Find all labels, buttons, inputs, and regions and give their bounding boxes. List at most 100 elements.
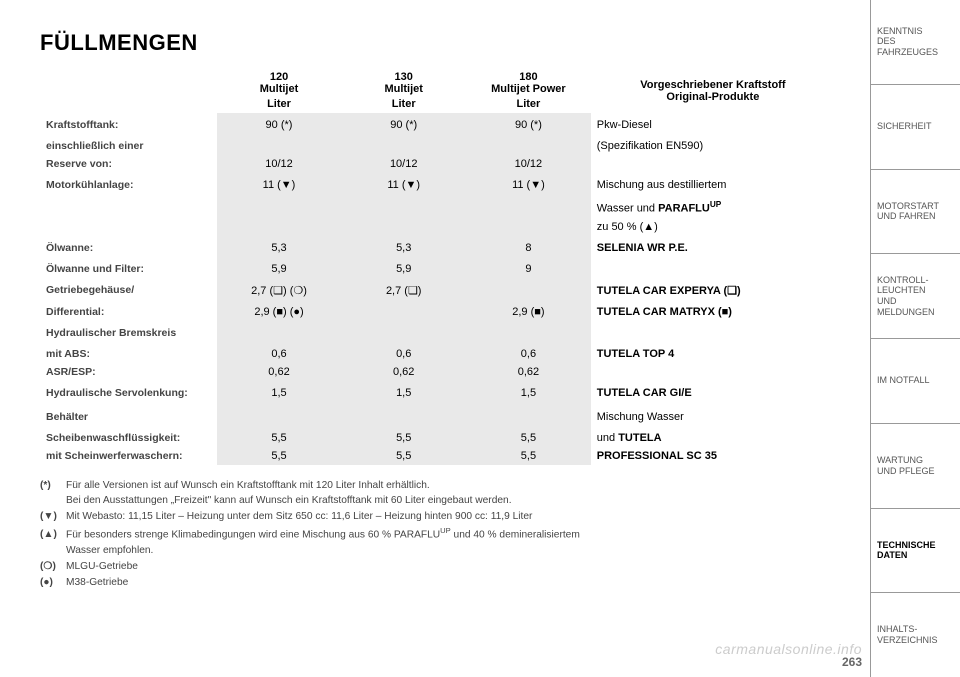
footnote-text: Für alle Versionen ist auf Wunsch ein Kr… [66, 480, 430, 491]
text: und [597, 432, 618, 444]
table-cell: 10/12 [341, 155, 466, 173]
col-unit-1: Liter [217, 98, 342, 113]
footnote-symbol: (●) [40, 576, 66, 590]
table-cell: 8 [466, 236, 591, 260]
table-cell: 1,5 [217, 381, 342, 405]
table-cell: 10/12 [466, 155, 591, 173]
table-cell [466, 278, 591, 303]
col-unit-3: Liter [466, 98, 591, 113]
sidebar-tab-6[interactable]: TECHNISCHE DATEN [871, 509, 960, 594]
table-cell: 90 (*) [341, 113, 466, 137]
table-cell: 9 [466, 260, 591, 278]
table-cell: 1,5 [341, 381, 466, 405]
col-header-engine-3: 180 Multijet Power [466, 68, 591, 98]
product-cell: (Spezifikation EN590) [591, 137, 835, 155]
table-cell: 2,7 (❏) [341, 278, 466, 303]
product-cell: TUTELA TOP 4 [591, 345, 835, 363]
product-cell: Pkw-Diesel [591, 113, 835, 137]
row-label: Scheibenwaschflüssigkeit: [40, 429, 217, 447]
row-label: mit ABS: [40, 345, 217, 363]
page-title: FÜLLMENGEN [40, 30, 835, 56]
product-cell: Wasser und PARAFLUUP [591, 197, 835, 218]
table-cell: 2,7 (❏) (❍) [217, 278, 342, 303]
table-cell: 10/12 [217, 155, 342, 173]
footnote-text: und 40 % demineralisiertem [451, 529, 580, 540]
col-header-products: Vorgeschriebener Kraftstoff Original-Pro… [591, 68, 835, 113]
sidebar-tab-0[interactable]: KENNTNIS DES FAHRZEUGES [871, 0, 960, 85]
page-content: FÜLLMENGEN 120 Multijet 130 Multijet 180… [40, 30, 835, 591]
footnote-text: Bei den Ausstattungen „Freizeit" kann au… [66, 495, 512, 506]
table-cell [341, 303, 466, 321]
product-cell: und TUTELA [591, 429, 835, 447]
row-label: einschließlich einer [40, 137, 217, 155]
table-cell: 5,3 [217, 236, 342, 260]
row-label: ASR/ESP: [40, 363, 217, 381]
row-label: Getriebegehäuse/ [40, 278, 217, 303]
table-cell: 90 (*) [217, 113, 342, 137]
row-label: Motorkühlanlage: [40, 173, 217, 197]
col-header-engine-1: 120 Multijet [217, 68, 342, 98]
sidebar-tab-3[interactable]: KONTROLL- LEUCHTEN UND MELDUNGEN [871, 254, 960, 339]
capacities-table: 120 Multijet 130 Multijet 180 Multijet P… [40, 68, 835, 465]
table-cell: 5,5 [341, 429, 466, 447]
sidebar-tab-4[interactable]: IM NOTFALL [871, 339, 960, 424]
row-label: Kraftstofftank: [40, 113, 217, 137]
product-cell: PROFESSIONAL SC 35 [591, 447, 835, 465]
text: UP [440, 526, 451, 535]
footnote-text: MLGU-Getriebe [66, 561, 138, 572]
table-cell: 1,5 [466, 381, 591, 405]
table-cell: 0,6 [466, 345, 591, 363]
table-cell: 11 (▼) [217, 173, 342, 197]
table-cell: 5,3 [341, 236, 466, 260]
table-cell: 5,9 [341, 260, 466, 278]
col-unit-2: Liter [341, 98, 466, 113]
row-label: Ölwanne: [40, 236, 217, 260]
sidebar-tab-5[interactable]: WARTUNG UND PFLEGE [871, 424, 960, 509]
text: PARAFLU [658, 203, 710, 215]
product-cell: zu 50 % (▲) [591, 218, 835, 236]
footnotes: (*)Für alle Versionen ist auf Wunsch ein… [40, 479, 835, 590]
table-cell: 0,6 [341, 345, 466, 363]
footnote-text: M38-Getriebe [66, 577, 128, 588]
table-cell: 5,5 [217, 429, 342, 447]
table-cell: 0,62 [466, 363, 591, 381]
watermark: carmanualsonline.info [715, 641, 862, 657]
product-cell: SELENIA WR P.E. [591, 236, 835, 260]
table-cell: 11 (▼) [466, 173, 591, 197]
table-cell: 0,62 [217, 363, 342, 381]
product-cell: TUTELA CAR EXPERYA (❏) [591, 278, 835, 303]
product-cell: TUTELA CAR GI/E [591, 381, 835, 405]
section-sidebar: KENNTNIS DES FAHRZEUGESSICHERHEITMOTORST… [870, 0, 960, 677]
product-cell: TUTELA CAR MATRYX (■) [591, 303, 835, 321]
col-header-engine-2: 130 Multijet [341, 68, 466, 98]
row-label: Hydraulische Servolenkung: [40, 381, 217, 405]
row-label: Differential: [40, 303, 217, 321]
table-cell: 2,9 (■) (●) [217, 303, 342, 321]
row-label: Behälter [40, 405, 217, 429]
row-label: Hydraulischer Bremskreis [40, 321, 217, 345]
footnote-text: Mit Webasto: 11,15 Liter – Heizung unter… [66, 511, 532, 522]
table-cell: 5,5 [217, 447, 342, 465]
table-cell: 90 (*) [466, 113, 591, 137]
text: Wasser und [597, 203, 658, 215]
table-cell: 5,5 [466, 429, 591, 447]
row-label: Ölwanne und Filter: [40, 260, 217, 278]
sidebar-tab-7[interactable]: INHALTS- VERZEICHNIS [871, 593, 960, 677]
table-cell: 5,5 [466, 447, 591, 465]
page-number: 263 [842, 655, 862, 669]
table-cell: 5,9 [217, 260, 342, 278]
table-cell: 0,6 [217, 345, 342, 363]
table-cell: 5,5 [341, 447, 466, 465]
table-cell: 0,62 [341, 363, 466, 381]
table-cell: 2,9 (■) [466, 303, 591, 321]
row-label: mit Scheinwerferwaschern: [40, 447, 217, 465]
footnote-text: Wasser empfohlen. [66, 545, 153, 556]
footnote-symbol: (*) [40, 479, 66, 493]
row-label: Reserve von: [40, 155, 217, 173]
sidebar-tab-2[interactable]: MOTORSTART UND FAHREN [871, 170, 960, 255]
sidebar-tab-1[interactable]: SICHERHEIT [871, 85, 960, 170]
text: UP [710, 200, 721, 209]
footnote-text: Für besonders strenge Klimabedingungen w… [66, 529, 440, 540]
product-cell: Mischung Wasser [591, 405, 835, 429]
footnote-symbol: (❍) [40, 560, 66, 574]
